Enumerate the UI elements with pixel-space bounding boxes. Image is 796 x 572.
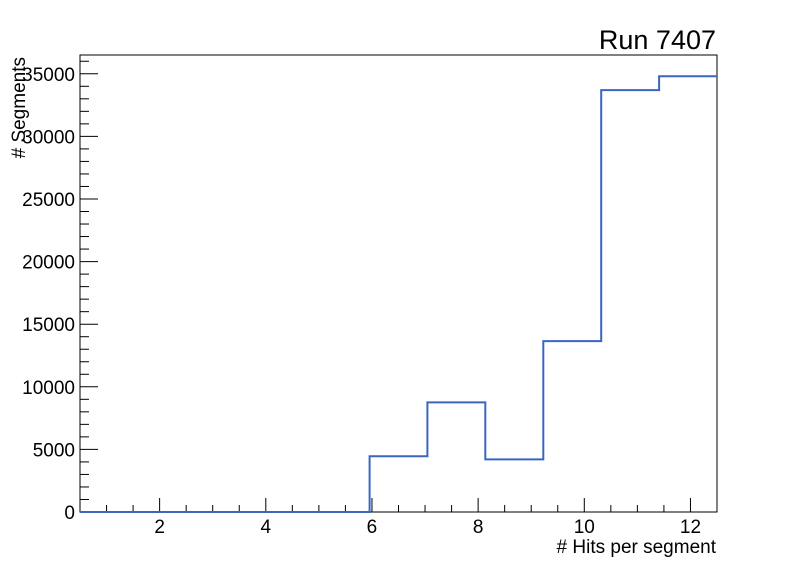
chart-title: Run 7407 (599, 25, 716, 55)
x-tick-label: 6 (367, 517, 378, 538)
y-tick-label: 0 (64, 503, 75, 524)
histogram-line (80, 75, 717, 513)
y-tick-label: 15000 (22, 315, 75, 336)
y-tick-label: 25000 (22, 190, 75, 211)
x-tick-label: 12 (680, 517, 701, 538)
x-tick-label: 4 (261, 517, 272, 538)
y-tick-label: 10000 (22, 378, 75, 399)
y-tick-label: 30000 (22, 127, 75, 148)
axis-ticks (80, 60, 691, 513)
y-axis-title: # Segments (9, 57, 30, 158)
x-axis-title: # Hits per segment (557, 537, 717, 558)
axis-tick-labels: 2 4 6 8 10 12 0 5000 10000 15000 20000 25000 30000 35… (22, 65, 701, 538)
x-tick-label: 8 (473, 517, 484, 538)
y-tick-label: 5000 (33, 440, 75, 461)
x-tick-label: 2 (154, 517, 165, 538)
y-tick-label: 20000 (22, 253, 75, 274)
plot-frame (79, 54, 718, 513)
y-tick-label: 35000 (22, 65, 75, 86)
x-tick-label: 10 (574, 517, 595, 538)
